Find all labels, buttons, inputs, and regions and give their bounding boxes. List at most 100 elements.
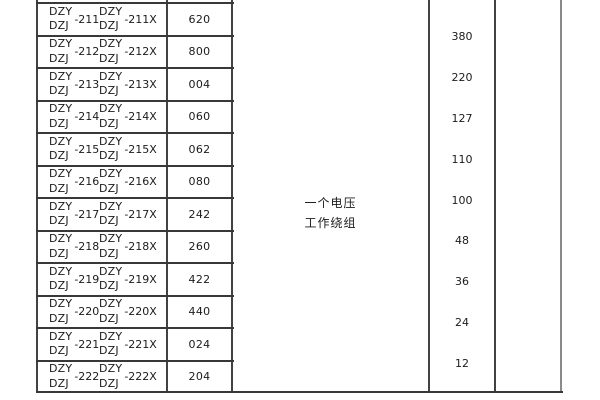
model-suffix-x: -213X — [124, 77, 157, 91]
model-designation-x: DZY DZJ -213X — [99, 70, 157, 99]
table-row: DZY DZJ -220 DZY DZJ -220X 440 — [38, 297, 231, 328]
model-designation-plain: DZY DZJ -220 — [49, 297, 99, 326]
table-row: DZY DZJ -212 DZY DZJ -212X 800 — [38, 37, 231, 68]
model-suffix-x: -214X — [124, 110, 157, 124]
model-prefix-dzy: DZY — [99, 102, 123, 116]
model-prefix-stack: DZY DZJ — [49, 5, 72, 34]
model-prefix-dzy: DZY — [49, 232, 73, 246]
model-suffix-x: -216X — [124, 175, 157, 189]
model-prefix-dzy: DZY — [99, 199, 123, 213]
voltage-value: 220 — [451, 70, 473, 84]
model-prefix-dzj: DZJ — [49, 246, 69, 260]
voltage-value: 48 — [455, 234, 469, 248]
model-cell: DZY DZJ -220 DZY DZJ -220X — [38, 297, 168, 328]
model-prefix-stack: DZY DZJ — [99, 102, 122, 131]
table-bottom-border — [36, 391, 563, 393]
table-vertical-border — [231, 0, 233, 393]
model-designation-plain: DZY DZJ -217 — [49, 200, 99, 229]
model-prefix-dzj: DZJ — [49, 149, 69, 163]
code-cell: 080 — [188, 175, 211, 189]
model-suffix: -218 — [74, 240, 100, 254]
table-row: DZY DZJ -217 DZY DZJ -217X 242 — [38, 199, 231, 230]
model-designation-plain: DZY DZJ -222 — [49, 362, 99, 391]
table-row-separator — [36, 99, 234, 102]
model-prefix-stack: DZY DZJ — [99, 330, 122, 359]
table-row-separator — [36, 34, 234, 37]
model-prefix-dzy: DZY — [49, 134, 73, 148]
rated-voltage-cell: 380 220 127 110 100 48 36 24 12 — [430, 28, 494, 373]
model-prefix-dzj: DZJ — [49, 116, 69, 130]
model-prefix-stack: DZY DZJ — [99, 265, 122, 294]
code-cell: 242 — [188, 207, 211, 221]
model-prefix-dzj: DZJ — [99, 279, 119, 293]
model-suffix: -215 — [74, 142, 100, 156]
model-prefix-dzy: DZY — [49, 362, 73, 376]
table-vertical-border — [166, 0, 168, 393]
model-prefix-stack: DZY DZJ — [99, 167, 122, 196]
model-cell: DZY DZJ -218 DZY DZJ -218X — [38, 232, 168, 263]
model-prefix-dzy: DZY — [49, 199, 73, 213]
table-row-separator — [36, 197, 234, 199]
model-prefix-dzj: DZJ — [49, 19, 69, 33]
model-prefix-stack: DZY DZJ — [49, 297, 72, 326]
table-row-separator — [36, 327, 234, 329]
model-prefix-dzy: DZY — [99, 329, 123, 343]
model-designation-plain: DZY DZJ -216 — [49, 167, 99, 196]
table-row-separator — [36, 164, 234, 167]
model-suffix: -211 — [74, 12, 100, 26]
winding-label-line2: 工作绕组 — [304, 215, 357, 230]
model-prefix-dzj: DZJ — [49, 51, 69, 65]
model-prefix-dzj: DZJ — [99, 344, 119, 358]
model-cell: DZY DZJ -222 DZY DZJ -222X — [38, 362, 168, 393]
code-cell: 204 — [188, 370, 211, 384]
code-cell: 422 — [188, 272, 211, 286]
voltage-value: 127 — [451, 111, 473, 125]
model-suffix-x: -219X — [124, 272, 157, 286]
model-prefix-stack: DZY DZJ — [49, 200, 72, 229]
table-vertical-border — [428, 0, 430, 393]
voltage-value: 12 — [455, 357, 469, 370]
model-prefix-dzy: DZY — [49, 167, 73, 181]
model-prefix-dzj: DZJ — [49, 214, 69, 228]
model-prefix-stack: DZY DZJ — [99, 135, 122, 164]
model-prefix-dzy: DZY — [99, 232, 123, 246]
model-cell: DZY DZJ -214 DZY DZJ -214X — [38, 102, 168, 133]
model-suffix: -214 — [74, 110, 100, 124]
table-row-separator — [36, 2, 234, 4]
model-prefix-stack: DZY DZJ — [99, 70, 122, 99]
voltage-value: 100 — [451, 193, 473, 207]
model-prefix-stack: DZY DZJ — [99, 37, 122, 66]
model-prefix-dzy: DZY — [49, 264, 73, 278]
code-cell: 024 — [188, 337, 211, 351]
model-prefix-dzy: DZY — [99, 37, 123, 51]
table-row: DZY DZJ -211 DZY DZJ -211X 620 — [38, 4, 231, 35]
model-prefix-dzj: DZJ — [99, 311, 119, 325]
table-vertical-border — [494, 0, 496, 393]
code-cell: 620 — [188, 12, 211, 26]
model-designation-x: DZY DZJ -221X — [99, 330, 157, 359]
table-vertical-border — [560, 0, 562, 393]
winding-type-cell: 一个电压 工作绕组 — [233, 194, 428, 233]
model-suffix: -220 — [74, 305, 100, 319]
table-row-separator — [36, 229, 234, 232]
model-prefix-stack: DZY DZJ — [49, 37, 72, 66]
model-designation-plain: DZY DZJ -212 — [49, 37, 99, 66]
voltage-value: 24 — [455, 316, 469, 330]
model-prefix-stack: DZY DZJ — [99, 200, 122, 229]
model-designation-plain: DZY DZJ -213 — [49, 70, 99, 99]
model-prefix-dzj: DZJ — [49, 376, 69, 390]
model-prefix-dzj: DZJ — [49, 344, 69, 358]
code-cell: 060 — [188, 110, 211, 124]
model-prefix-stack: DZY DZJ — [49, 135, 72, 164]
model-cell: DZY DZJ -219 DZY DZJ -219X — [38, 264, 168, 295]
model-prefix-dzy: DZY — [99, 297, 123, 311]
code-cell: 800 — [188, 45, 211, 59]
model-designation-x: DZY DZJ -214X — [99, 102, 157, 131]
model-suffix: -222 — [74, 370, 100, 384]
table-vertical-border — [36, 0, 38, 393]
model-suffix-x: -217X — [124, 207, 157, 221]
voltage-value: 36 — [455, 275, 469, 289]
model-suffix: -221 — [74, 337, 100, 351]
model-designation-x: DZY DZJ -211X — [99, 5, 157, 34]
model-prefix-dzj: DZJ — [99, 116, 119, 130]
